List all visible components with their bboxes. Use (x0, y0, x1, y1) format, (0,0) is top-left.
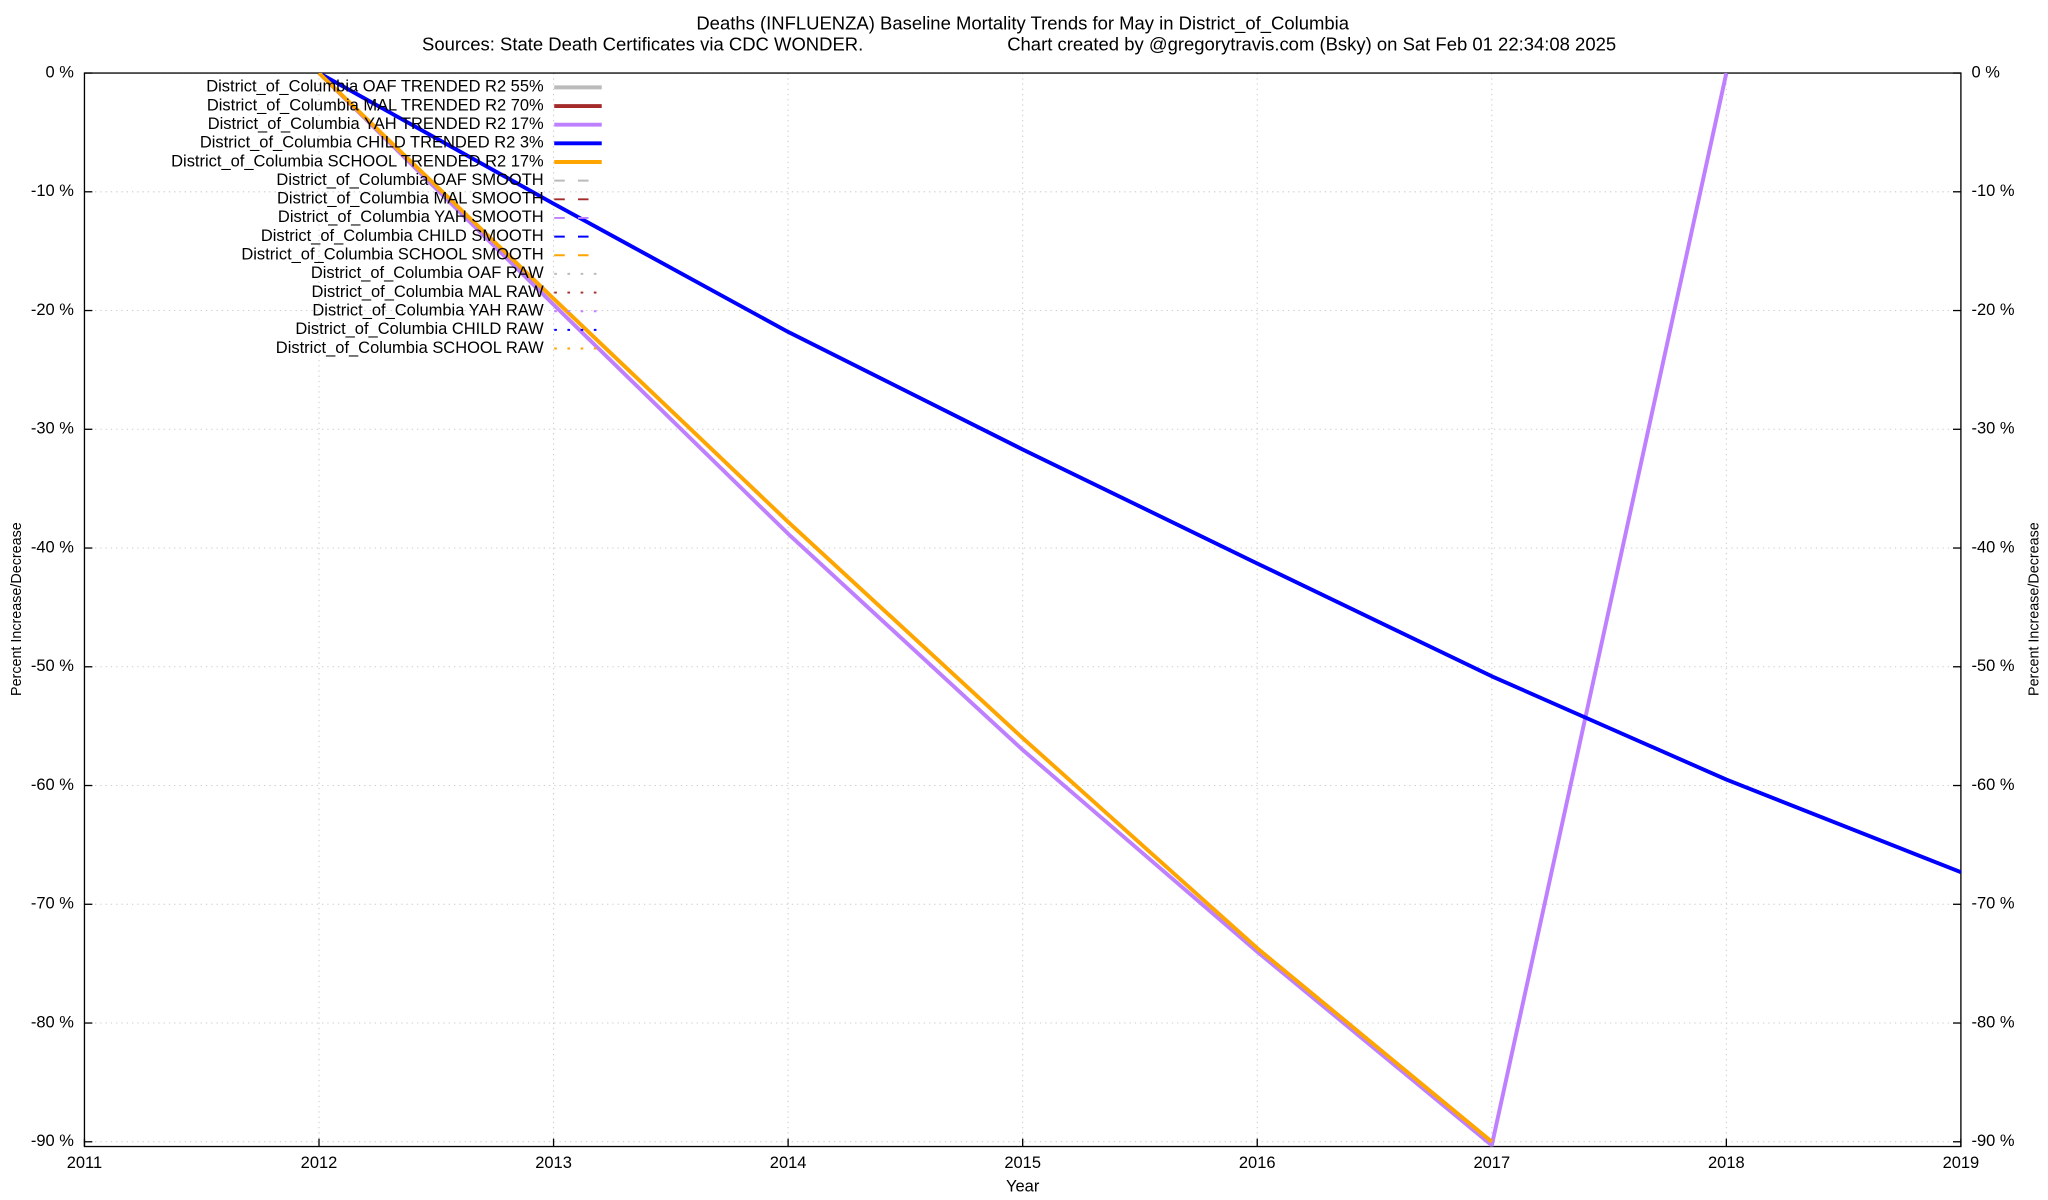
x-tick-label: 2012 (301, 1154, 338, 1172)
chart-credit: Chart created by @gregorytravis.com (Bsk… (1007, 34, 1616, 55)
legend-label: District_of_Columbia OAF TRENDED R2 55% (206, 78, 543, 96)
legend-label: District_of_Columbia SCHOOL SMOOTH (241, 246, 543, 264)
plot-frame (83, 72, 1962, 1148)
y2-tick-label: -20 % (1971, 301, 2014, 319)
legend-label: District_of_Columbia CHILD RAW (295, 320, 544, 338)
chart-subtitle: Sources: State Death Certificates via CD… (422, 34, 863, 55)
y2-tick-label: -70 % (1971, 895, 2014, 913)
y-tick-label: -60 % (31, 776, 74, 794)
plot-area (317, 73, 1961, 1147)
legend-label: District_of_Columbia CHILD SMOOTH (261, 227, 544, 245)
series-line (318, 73, 1961, 875)
x-tick-label: 2018 (1708, 1154, 1745, 1172)
x-tick-label: 2015 (1004, 1154, 1041, 1172)
series-line (317, 73, 1494, 1144)
y-tick-label: -20 % (31, 301, 74, 319)
legend-label: District_of_Columbia SCHOOL RAW (276, 339, 544, 357)
y-tick-label: -50 % (31, 657, 74, 675)
legend-label: District_of_Columbia MAL SMOOTH (277, 190, 544, 208)
legend-label: District_of_Columbia YAH RAW (312, 302, 544, 320)
legend-label: District_of_Columbia YAH SMOOTH (278, 208, 544, 226)
y-tick-label: 0 % (46, 63, 74, 81)
y2-tick-label: -30 % (1971, 420, 2014, 438)
legend-label: District_of_Columbia SCHOOL TRENDED R2 1… (171, 152, 544, 170)
x-tick-label: 2017 (1473, 1154, 1510, 1172)
x-tick-label: 2019 (1943, 1154, 1980, 1172)
y2-tick-label: -90 % (1971, 1132, 2014, 1150)
legend-label: District_of_Columbia MAL TRENDED R2 70% (207, 96, 544, 114)
y-tick-label: -30 % (31, 420, 74, 438)
y-axis-label: Percent Increase/Decrease (9, 522, 25, 696)
x-tick-label: 2014 (770, 1154, 807, 1172)
x-tick-label: 2016 (1239, 1154, 1276, 1172)
y-tick-label: -70 % (31, 895, 74, 913)
y2-tick-label: -60 % (1971, 776, 2014, 794)
y-tick-label: -10 % (31, 182, 74, 200)
legend-label: District_of_Columbia YAH TRENDED R2 17% (208, 115, 544, 133)
chart-title: Deaths (INFLUENZA) Baseline Mortality Tr… (696, 13, 1349, 35)
y2-tick-label: -80 % (1971, 1013, 2014, 1031)
y2-axis-label: Percent Increase/Decrease (2027, 522, 2043, 696)
y2-tick-label: -10 % (1971, 182, 2014, 200)
y-tick-label: -80 % (31, 1013, 74, 1031)
x-axis-label: Year (1006, 1177, 1040, 1195)
legend-label: District_of_Columbia CHILD TRENDED R2 3% (200, 134, 544, 152)
y-tick-label: -90 % (31, 1132, 74, 1150)
series-line (317, 73, 1729, 1147)
y2-tick-label: 0 % (1971, 63, 1999, 81)
legend-label: District_of_Columbia MAL RAW (312, 283, 545, 301)
legend-label: District_of_Columbia OAF RAW (311, 264, 544, 282)
legend-label: District_of_Columbia OAF SMOOTH (276, 171, 543, 189)
y2-tick-label: -40 % (1971, 538, 2014, 556)
x-tick-label: 2013 (535, 1154, 572, 1172)
y2-tick-label: -50 % (1971, 657, 2014, 675)
y-tick-label: -40 % (31, 538, 74, 556)
x-tick-label: 2011 (67, 1154, 102, 1172)
